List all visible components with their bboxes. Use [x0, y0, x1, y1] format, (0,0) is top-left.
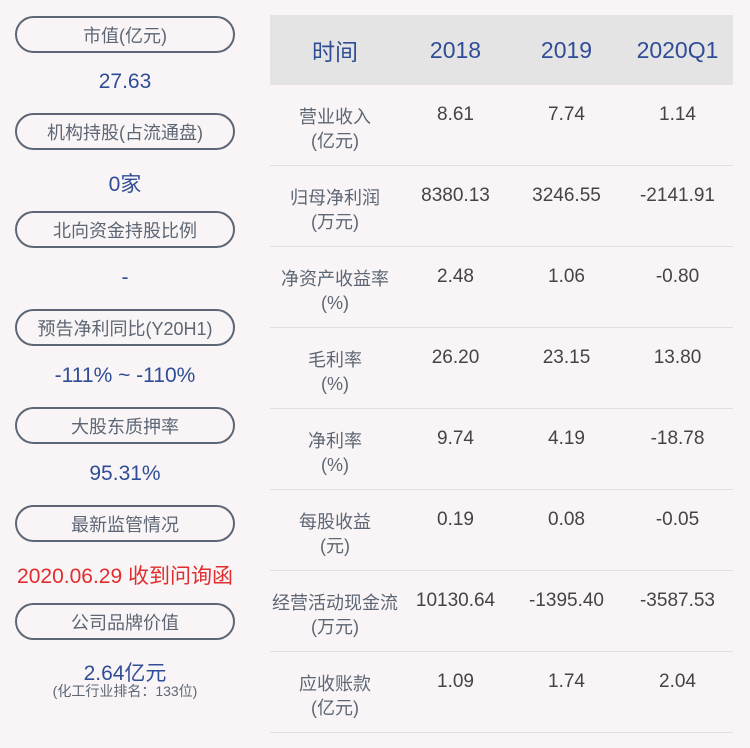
row-unit: (%)	[321, 455, 349, 475]
row-label: 净利率 (%)	[270, 409, 400, 489]
regulatory-status-value: 2020.06.29 收到问询函	[17, 565, 233, 588]
row-label-text: 归母净利润	[290, 188, 380, 208]
row-label-text: 净利率	[308, 431, 362, 451]
row-label: 归母净利润 (万元)	[270, 166, 400, 246]
northbound-holding-value: -	[121, 266, 129, 289]
row-unit: (%)	[321, 374, 349, 394]
table-row: 归母净利润 (万元) 8380.13 3246.55 -2141.91	[270, 166, 733, 247]
table-row: 营业收入 (亿元) 8.61 7.74 1.14	[270, 85, 733, 166]
row-unit: (亿元)	[311, 131, 359, 151]
cell-2019: 1.74	[548, 671, 585, 692]
row-unit: (亿元)	[311, 698, 359, 718]
institutional-holdings-value: 0家	[108, 173, 142, 196]
row-unit: (万元)	[311, 212, 359, 232]
pledge-ratio-label: 大股东质押率	[15, 407, 235, 444]
cell-2019: 0.08	[548, 509, 585, 530]
row-label: 营业收入 (亿元)	[270, 85, 400, 165]
cell-2018: 8380.13	[421, 185, 490, 206]
row-label: 应收账款 (亿元)	[270, 652, 400, 732]
northbound-holding-label: 北向资金持股比例	[15, 211, 235, 248]
header-2020q1: 2020Q1	[636, 36, 719, 63]
regulatory-status-label: 最新监管情况	[15, 505, 235, 542]
brand-value-value: 2.64亿元	[83, 662, 167, 685]
table-row: 经营活动现金流 (万元) 10130.64 -1395.40 -3587.53	[270, 571, 733, 652]
row-label-text: 毛利率	[308, 350, 362, 370]
cell-2020q1: -0.05	[655, 509, 700, 530]
cell-2019: -1395.40	[528, 590, 604, 611]
row-label-text: 经营活动现金流	[272, 593, 398, 613]
table-row: 每股收益 (元) 0.19 0.08 -0.05	[270, 490, 733, 571]
row-label-text: 净资产收益率	[281, 269, 389, 289]
cell-2018: 26.20	[431, 347, 480, 368]
market-cap-value: 27.63	[98, 70, 152, 93]
cell-2020q1: -18.78	[650, 428, 705, 449]
cell-2019: 23.15	[542, 347, 591, 368]
row-label: 每股收益 (元)	[270, 490, 400, 570]
cell-2020q1: -2141.91	[639, 185, 715, 206]
table-row: 净利率 (%) 9.74 4.19 -18.78	[270, 409, 733, 490]
cell-2019: 7.74	[548, 104, 585, 125]
profit-forecast-label: 预告净利同比(Y20H1)	[15, 309, 235, 346]
brand-value-label: 公司品牌价值	[15, 603, 235, 640]
table-row: 毛利率 (%) 26.20 23.15 13.80	[270, 328, 733, 409]
cell-2018: 2.48	[437, 266, 474, 287]
cell-2019: 1.06	[548, 266, 585, 287]
cell-2018: 10130.64	[415, 590, 496, 611]
header-2019: 2019	[540, 36, 593, 63]
row-unit: (万元)	[311, 617, 359, 637]
row-unit: (元)	[320, 536, 350, 556]
market-cap-label: 市值(亿元)	[15, 16, 235, 53]
brand-value-rank: (化工行业排名：133位)	[52, 683, 198, 699]
table-header: 时间 2018 2019 2020Q1	[270, 15, 733, 85]
header-2018: 2018	[429, 36, 482, 63]
row-label: 毛利率 (%)	[270, 328, 400, 408]
cell-2018: 0.19	[437, 509, 474, 530]
row-label-text: 应收账款	[299, 674, 371, 694]
row-label: 经营活动现金流 (万元)	[270, 571, 400, 651]
cell-2020q1: -3587.53	[639, 590, 715, 611]
cell-2020q1: 2.04	[659, 671, 696, 692]
cell-2020q1: -0.80	[655, 266, 700, 287]
cell-2019: 3246.55	[532, 185, 601, 206]
cell-2020q1: 1.14	[659, 104, 696, 125]
row-label: 净资产收益率 (%)	[270, 247, 400, 327]
cell-2018: 8.61	[437, 104, 474, 125]
row-label-text: 营业收入	[299, 107, 371, 127]
cell-2019: 4.19	[548, 428, 585, 449]
table-row: 净资产收益率 (%) 2.48 1.06 -0.80	[270, 247, 733, 328]
pledge-ratio-value: 95.31%	[89, 462, 161, 485]
cell-2020q1: 13.80	[653, 347, 702, 368]
header-time: 时间	[312, 39, 358, 65]
row-label-text: 每股收益	[299, 512, 371, 532]
institutional-holdings-label: 机构持股(占流通盘)	[15, 113, 235, 150]
table-row: 应收账款 (亿元) 1.09 1.74 2.04	[270, 652, 733, 733]
profit-forecast-value: -111% ~ -110%	[54, 364, 196, 387]
financial-table: 时间 2018 2019 2020Q1 营业收入 (亿元) 8.61 7.74 1…	[270, 15, 733, 733]
row-unit: (%)	[321, 293, 349, 313]
cell-2018: 1.09	[437, 671, 474, 692]
cell-2018: 9.74	[437, 428, 474, 449]
